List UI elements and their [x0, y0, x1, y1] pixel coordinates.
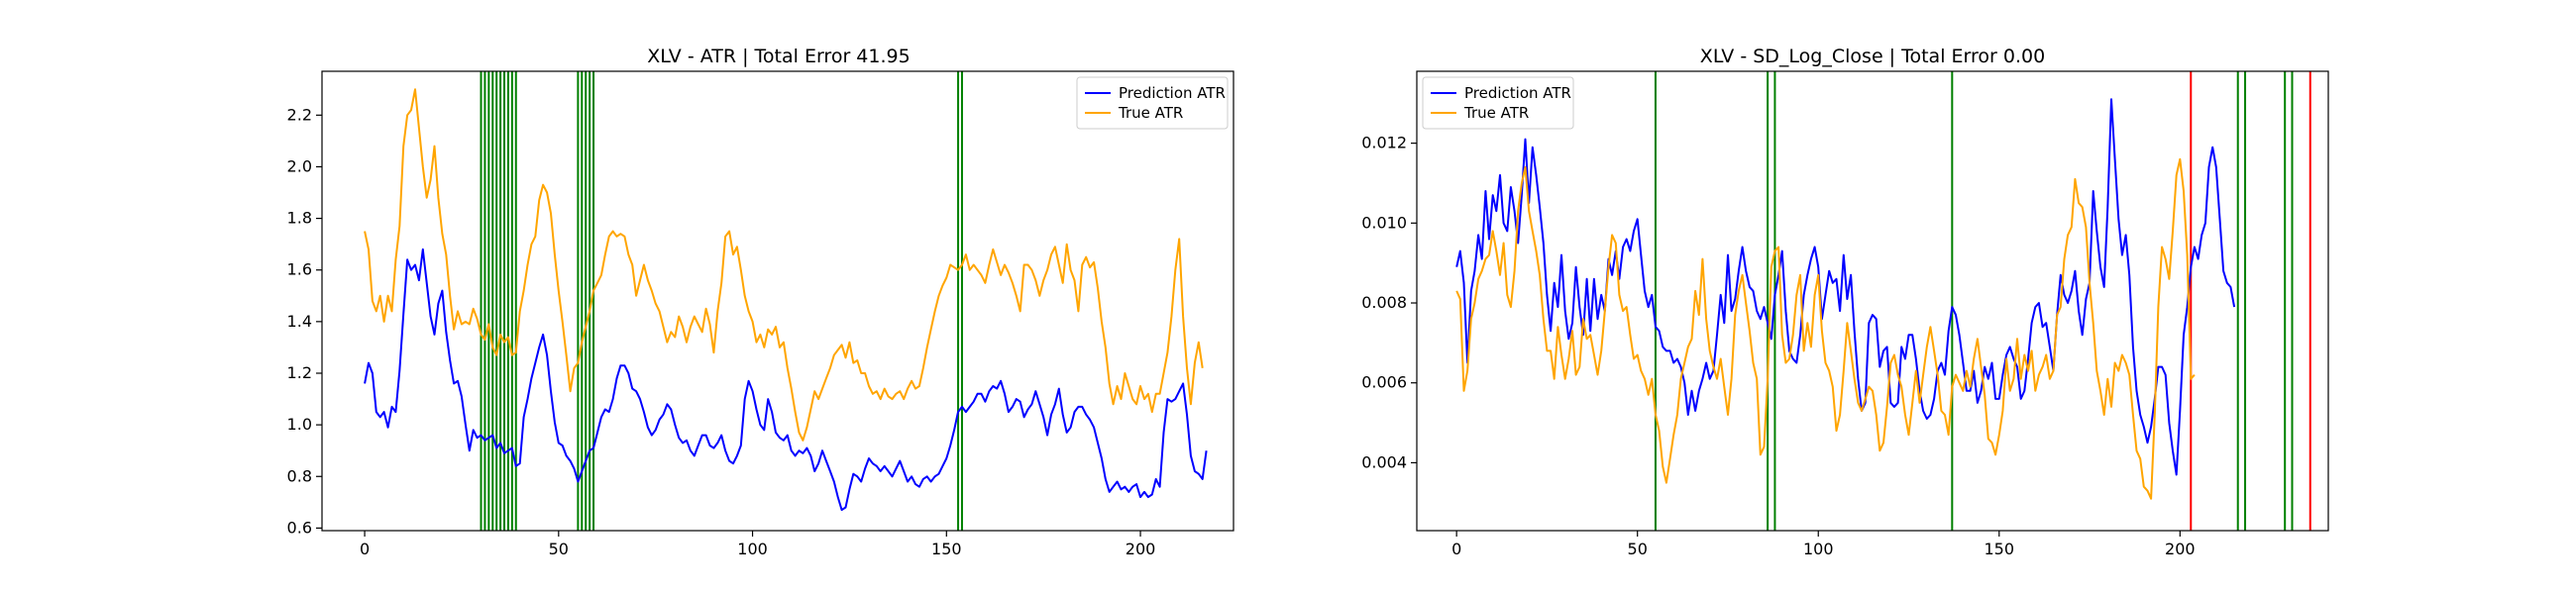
y-axis-ticks: 0.6 0.8 1.0 1.2 1.4 1.6 1.8 2.0 2.2 [287, 105, 322, 537]
series-line-true-atr [1455, 157, 2196, 500]
y-tick-label: 1.0 [287, 415, 312, 434]
axes-frame [321, 70, 1234, 532]
y-tick-label: 0.010 [1361, 213, 1407, 232]
legend-label: Prediction ATR [1119, 84, 1226, 102]
y-tick-label: 0.008 [1361, 293, 1407, 312]
legend-box [1422, 76, 1574, 130]
y-tick-label: 1.8 [287, 209, 312, 228]
y-tick-label: 1.4 [287, 312, 312, 331]
axes-frame [1416, 70, 2329, 532]
series-line-prediction-atr [1455, 98, 2236, 476]
x-tick-label: 0 [1451, 540, 1461, 558]
x-tick-label: 100 [737, 540, 768, 558]
legend-label: True ATR [1463, 104, 1529, 122]
series-line-prediction-atr [364, 248, 1208, 512]
series-line-true-atr [364, 88, 1204, 442]
series-lines [364, 88, 1208, 512]
vertical-markers [480, 71, 963, 531]
x-tick-label: 100 [1803, 540, 1834, 558]
chart-title: XLV - SD_Log_Close | Total Error 0.00 [1700, 46, 2045, 67]
x-axis-ticks: 0 50 100 150 200 [360, 531, 1155, 558]
y-axis-ticks: 0.004 0.006 0.008 0.010 0.012 [1361, 134, 1417, 471]
legend: Prediction ATR True ATR [1422, 76, 1574, 130]
y-tick-label: 0.012 [1361, 134, 1407, 152]
y-tick-label: 1.2 [287, 363, 312, 382]
x-tick-label: 150 [931, 540, 962, 558]
legend-box [1076, 76, 1229, 130]
legend-label: Prediction ATR [1464, 84, 1571, 102]
sd-log-close-chart-panel: XLV - SD_Log_Close | Total Error 0.00 0 5… [1361, 46, 2329, 558]
x-tick-label: 200 [1126, 540, 1156, 558]
y-tick-label: 2.2 [287, 105, 312, 124]
y-tick-label: 0.6 [287, 518, 312, 537]
y-tick-label: 1.6 [287, 260, 312, 279]
x-axis-ticks: 0 50 100 150 200 [1451, 531, 2196, 558]
legend-label: True ATR [1118, 104, 1183, 122]
x-tick-label: 150 [1985, 540, 2015, 558]
series-lines [1455, 98, 2236, 500]
y-tick-label: 0.006 [1361, 373, 1407, 392]
y-tick-label: 0.004 [1361, 452, 1407, 471]
x-tick-label: 50 [549, 540, 569, 558]
x-tick-label: 0 [360, 540, 370, 558]
chart-title: XLV - ATR | Total Error 41.95 [647, 46, 910, 67]
y-tick-label: 0.8 [287, 466, 312, 485]
vertical-markers [1654, 71, 2311, 531]
atr-chart-panel: XLV - ATR | Total Error 41.95 0 50 100 150 2… [287, 46, 1234, 558]
y-tick-label: 2.0 [287, 156, 312, 175]
legend: Prediction ATR True ATR [1076, 76, 1229, 130]
x-tick-label: 200 [2165, 540, 2196, 558]
x-tick-label: 50 [1628, 540, 1648, 558]
